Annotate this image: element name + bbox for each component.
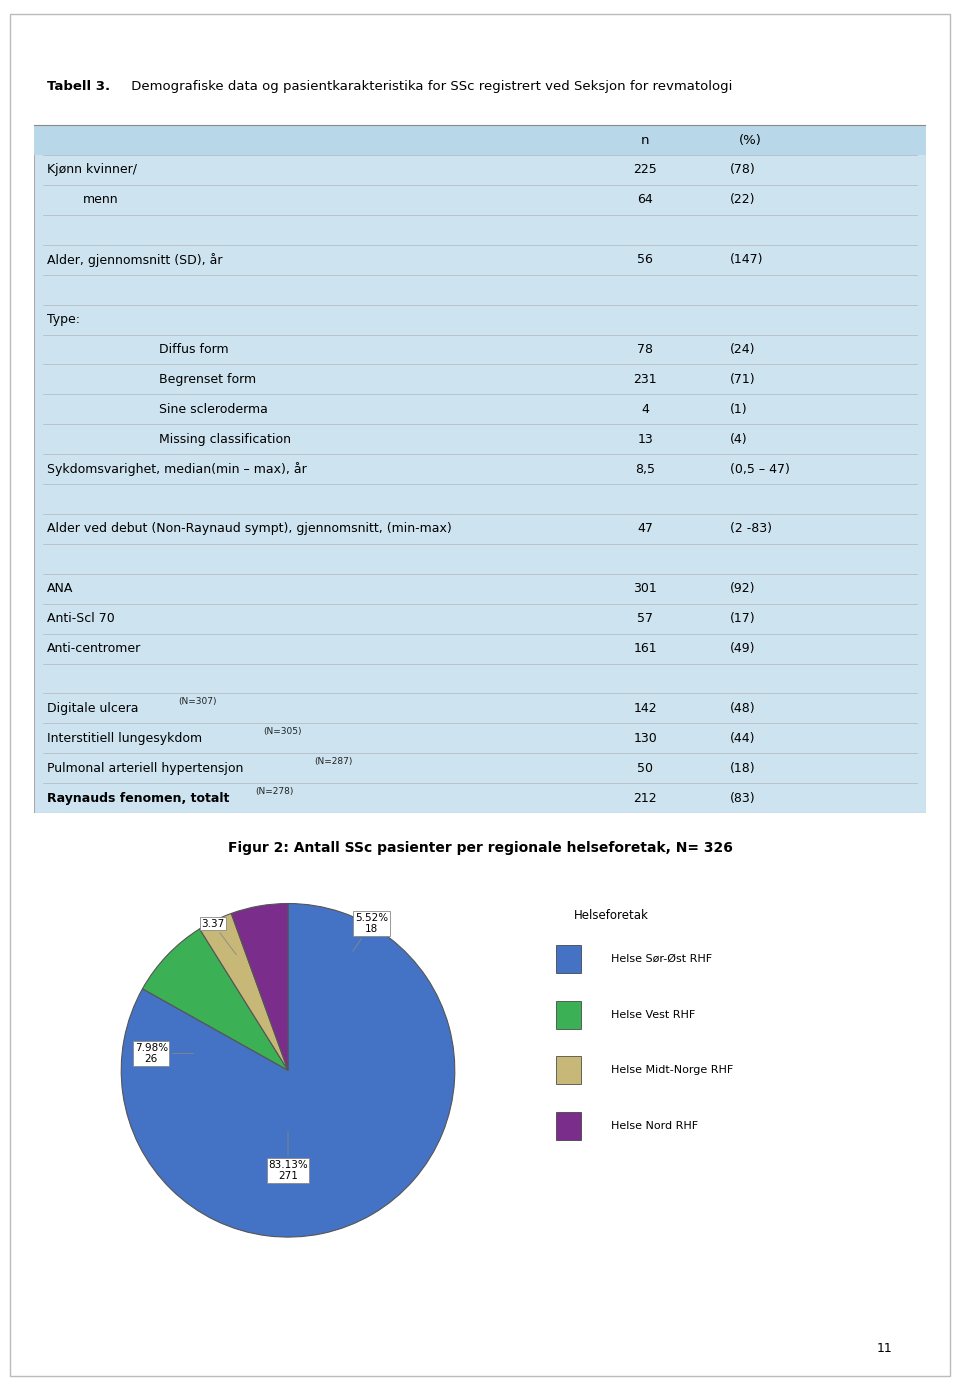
Bar [556,1001,582,1029]
Text: Anti-centromer: Anti-centromer [47,642,141,655]
Text: (147): (147) [730,253,763,267]
Text: Figur 2: Antall SSc pasienter per regionale helseforetak, N= 326: Figur 2: Antall SSc pasienter per region… [228,841,732,855]
Bar [556,1056,582,1084]
Text: (22): (22) [730,193,756,206]
Text: 142: 142 [634,702,657,714]
Text: (1): (1) [730,403,748,416]
Text: Raynauds fenomen, totalt: Raynauds fenomen, totalt [47,792,229,805]
Text: 83.13%
271: 83.13% 271 [268,1131,308,1182]
Text: 64: 64 [637,193,653,206]
Text: 225: 225 [634,164,657,177]
Text: (N=278): (N=278) [255,787,294,796]
Text: (83): (83) [730,792,756,805]
Text: (24): (24) [730,343,756,356]
Text: (18): (18) [730,762,756,774]
Bar [34,49,926,125]
Text: 47: 47 [637,523,653,535]
Bar [34,125,926,156]
Text: 5.52%
18: 5.52% 18 [353,913,388,951]
Text: (N=287): (N=287) [314,758,352,766]
Text: (48): (48) [730,702,756,714]
Text: 78: 78 [637,343,653,356]
Text: Begrenset form: Begrenset form [158,373,255,386]
Wedge shape [121,904,455,1237]
Text: (71): (71) [730,373,756,386]
Text: Demografiske data og pasientkarakteristika for SSc registrert ved Seksjon for re: Demografiske data og pasientkarakteristi… [128,81,732,93]
Text: Digitale ulcera: Digitale ulcera [47,702,138,714]
Text: menn: menn [83,193,118,206]
Text: Alder ved debut (Non-Raynaud sympt), gjennomsnitt, (min-max): Alder ved debut (Non-Raynaud sympt), gje… [47,523,452,535]
Text: Sine scleroderma: Sine scleroderma [158,403,268,416]
Text: Helse Nord RHF: Helse Nord RHF [611,1120,698,1131]
Wedge shape [200,913,288,1070]
Bar [556,945,582,973]
Text: (N=305): (N=305) [263,727,302,737]
Text: Missing classification: Missing classification [158,432,291,446]
Wedge shape [231,904,288,1070]
Text: (44): (44) [730,733,756,745]
Text: 3.37: 3.37 [202,919,236,955]
Text: (49): (49) [730,642,756,655]
Text: Type:: Type: [47,313,80,327]
Text: 4: 4 [641,403,649,416]
Text: Helseforetak: Helseforetak [574,909,649,922]
Text: 11: 11 [877,1343,893,1355]
Text: Interstitiell lungesykdom: Interstitiell lungesykdom [47,733,203,745]
Text: Sykdomsvarighet, median(min – max), år: Sykdomsvarighet, median(min – max), år [47,461,307,477]
Text: 50: 50 [637,762,653,774]
Text: (17): (17) [730,612,756,626]
Text: Helse Sør-Øst RHF: Helse Sør-Øst RHF [611,954,711,965]
Text: Helse Midt-Norge RHF: Helse Midt-Norge RHF [611,1065,732,1076]
Bar [556,1112,582,1140]
Text: (92): (92) [730,582,756,595]
Text: 56: 56 [637,253,653,267]
Text: (4): (4) [730,432,748,446]
Text: Alder, gjennomsnitt (SD), år: Alder, gjennomsnitt (SD), år [47,253,223,267]
Text: 212: 212 [634,792,657,805]
Text: 130: 130 [634,733,657,745]
Text: 161: 161 [634,642,657,655]
Wedge shape [142,929,288,1070]
Text: Tabell 3.: Tabell 3. [47,81,110,93]
Text: Pulmonal arteriell hypertensjon: Pulmonal arteriell hypertensjon [47,762,244,774]
Text: Anti-Scl 70: Anti-Scl 70 [47,612,115,626]
Text: (N=307): (N=307) [179,698,217,706]
Text: ANA: ANA [47,582,73,595]
Text: (78): (78) [730,164,756,177]
Text: 57: 57 [637,612,653,626]
Text: Diffus form: Diffus form [158,343,228,356]
Text: 301: 301 [634,582,657,595]
Text: 8,5: 8,5 [636,463,655,475]
Text: 231: 231 [634,373,657,386]
Text: 7.98%
26: 7.98% 26 [134,1042,194,1065]
Text: 13: 13 [637,432,653,446]
Text: Helse Vest RHF: Helse Vest RHF [611,1009,695,1020]
Text: (0,5 – 47): (0,5 – 47) [730,463,790,475]
Text: n: n [641,133,649,146]
Text: Kjønn kvinner/: Kjønn kvinner/ [47,164,137,177]
Text: (2 -83): (2 -83) [730,523,772,535]
Text: (%): (%) [739,133,762,146]
